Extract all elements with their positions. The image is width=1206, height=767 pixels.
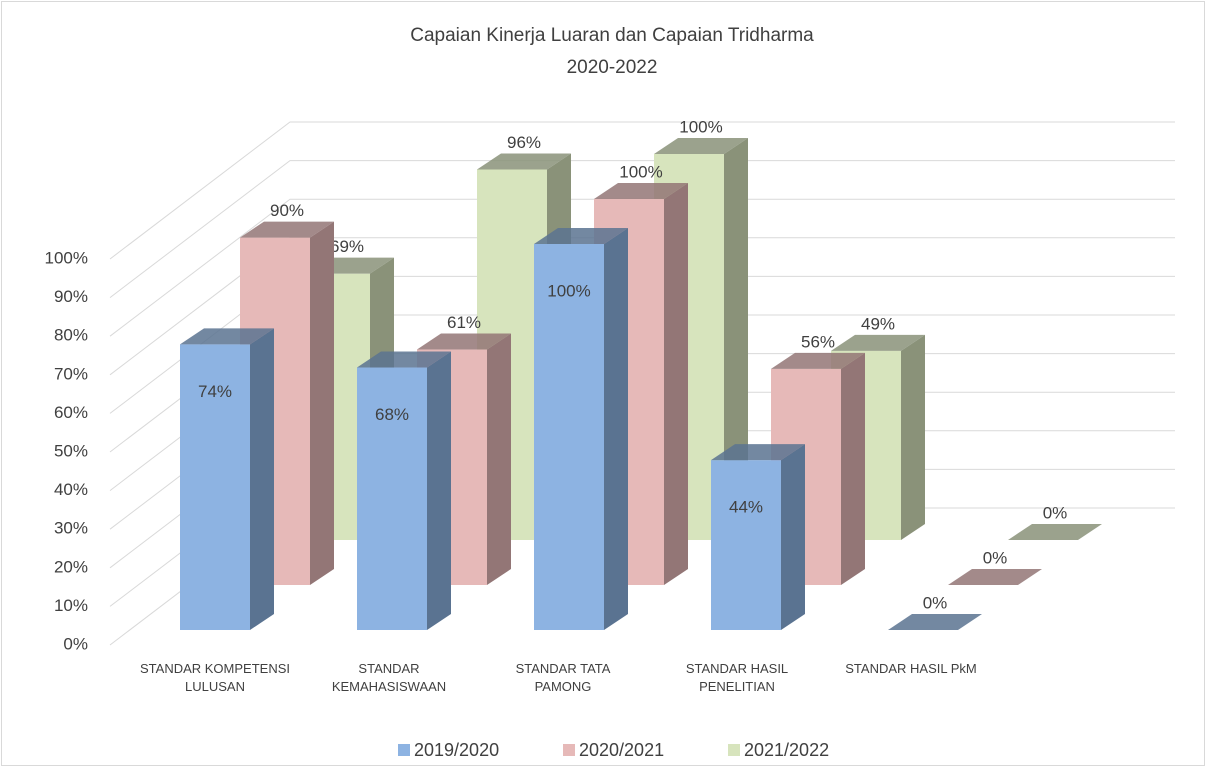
bar-side bbox=[901, 334, 925, 540]
y-tick-label: 40% bbox=[54, 480, 88, 499]
data-label: 56% bbox=[801, 332, 835, 351]
bar-side bbox=[604, 228, 628, 630]
bar-top bbox=[534, 228, 628, 244]
bar-top bbox=[477, 153, 571, 170]
bar-top bbox=[771, 352, 865, 369]
legend-swatch bbox=[398, 744, 410, 756]
bar-side bbox=[841, 352, 865, 585]
data-label: 100% bbox=[547, 281, 590, 300]
data-label: 96% bbox=[507, 133, 541, 152]
bar bbox=[357, 367, 427, 630]
x-tick-label: STANDAR KEMAHASISWAAN bbox=[331, 661, 447, 694]
data-label: 49% bbox=[861, 314, 895, 333]
bar-top bbox=[948, 569, 1042, 585]
data-label: 68% bbox=[375, 405, 409, 424]
chart-subtitle: 2020-2022 bbox=[567, 57, 658, 78]
legend-label: 2020/2021 bbox=[579, 740, 664, 760]
bar-top bbox=[1008, 524, 1102, 540]
data-label: 100% bbox=[679, 117, 722, 136]
bar-top bbox=[888, 614, 982, 630]
bar-side bbox=[487, 333, 511, 585]
bar-side bbox=[427, 351, 451, 630]
grid-line bbox=[109, 121, 1175, 260]
data-label: 74% bbox=[198, 382, 232, 401]
data-label: 90% bbox=[270, 201, 304, 220]
data-label: 0% bbox=[983, 548, 1008, 567]
data-label: 0% bbox=[1043, 503, 1068, 522]
y-tick-label: 0% bbox=[63, 634, 88, 653]
bar-top bbox=[180, 328, 274, 345]
bar-side bbox=[781, 444, 805, 630]
chart-title: Capaian Kinerja Luaran dan Capaian Tridh… bbox=[410, 25, 814, 46]
data-label: 44% bbox=[729, 498, 763, 517]
data-label: 69% bbox=[330, 237, 364, 256]
bar-top bbox=[357, 351, 451, 368]
bar bbox=[711, 460, 781, 630]
data-label: 61% bbox=[447, 313, 481, 332]
y-tick-label: 50% bbox=[54, 441, 88, 460]
legend-label: 2021/2022 bbox=[744, 740, 829, 760]
data-label: 0% bbox=[923, 593, 948, 612]
grid-line bbox=[109, 198, 1175, 337]
y-tick-label: 90% bbox=[54, 287, 88, 306]
x-tick-label: STANDAR HASIL PkM bbox=[845, 661, 977, 676]
y-tick-label: 70% bbox=[54, 364, 88, 383]
bar bbox=[180, 344, 250, 630]
bar-top bbox=[831, 334, 925, 351]
y-tick-label: 60% bbox=[54, 403, 88, 422]
y-tick-label: 20% bbox=[54, 557, 88, 576]
y-tick-label: 30% bbox=[54, 519, 88, 538]
y-tick-label: 80% bbox=[54, 326, 88, 345]
y-tick-label: 10% bbox=[54, 596, 88, 615]
bar-top bbox=[417, 333, 511, 350]
bar-side bbox=[310, 221, 334, 585]
legend-swatch bbox=[728, 744, 740, 756]
x-tick-label: STANDAR KOMPETENSI LULUSAN bbox=[140, 661, 291, 694]
y-tick-label: 100% bbox=[45, 248, 88, 267]
data-label: 100% bbox=[619, 162, 662, 181]
bar-top bbox=[654, 138, 748, 154]
bar-top bbox=[594, 183, 688, 199]
legend-swatch bbox=[563, 744, 575, 756]
bar-side bbox=[724, 138, 748, 540]
grid-line bbox=[109, 160, 1175, 298]
bar bbox=[534, 244, 604, 630]
bar-side bbox=[664, 183, 688, 585]
bar-side bbox=[250, 328, 274, 630]
bar-top bbox=[240, 221, 334, 238]
legend-label: 2019/2020 bbox=[414, 740, 499, 760]
bar-top bbox=[711, 444, 805, 461]
x-tick-label: STANDAR HASIL PENELITIAN bbox=[685, 661, 789, 694]
x-tick-label: STANDAR TATA PAMONG bbox=[515, 661, 611, 694]
